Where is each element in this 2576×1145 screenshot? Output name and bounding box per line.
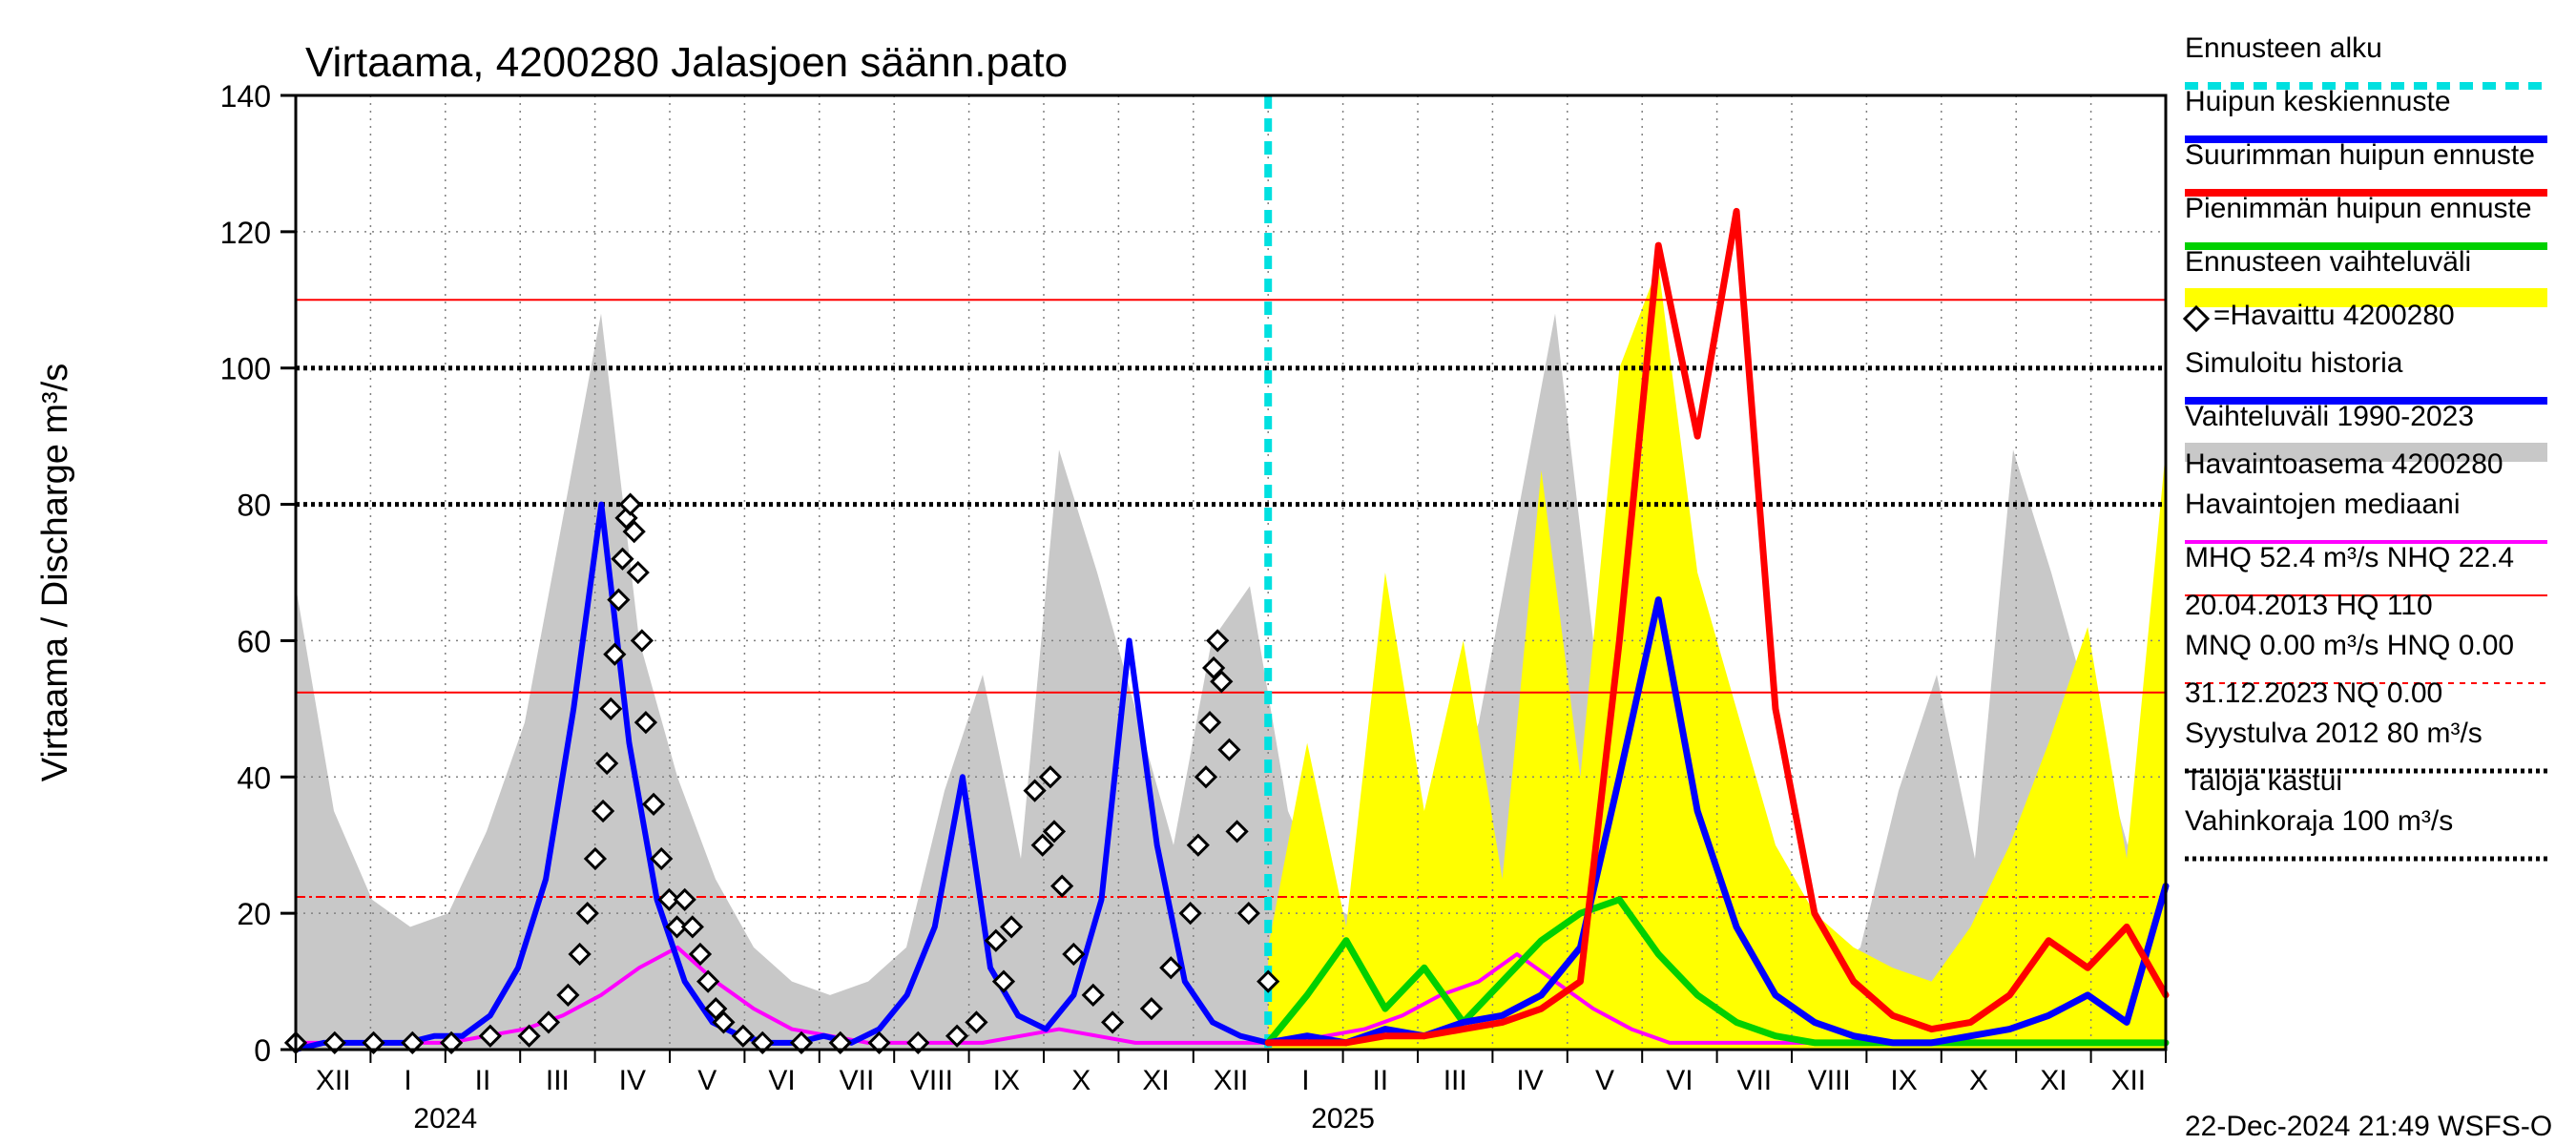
y-axis-label: Virtaama / Discharge m³/s — [35, 364, 75, 782]
x-month-label: IV — [1516, 1065, 1543, 1096]
x-month-label: X — [1969, 1065, 1988, 1096]
x-month-label: I — [404, 1065, 411, 1096]
x-year-label: 2024 — [413, 1103, 477, 1135]
x-month-label: VI — [768, 1065, 795, 1096]
x-month-label: XI — [1142, 1065, 1169, 1096]
legend-label: MHQ 52.4 m³/s NHQ 22.4 — [2185, 542, 2514, 573]
x-month-label: VI — [1666, 1065, 1693, 1096]
legend-label: MNQ 0.00 m³/s HNQ 0.00 — [2185, 630, 2514, 661]
legend-sublabel: 20.04.2013 HQ 110 — [2185, 590, 2433, 621]
x-month-label: IX — [993, 1065, 1020, 1096]
x-month-label: VIII — [910, 1065, 953, 1096]
x-month-label: XI — [2040, 1065, 2067, 1096]
legend-sublabel: Taloja kastui — [2185, 765, 2342, 797]
legend-label: Ennusteen alku — [2185, 32, 2382, 64]
x-month-label: II — [1372, 1065, 1388, 1096]
x-month-label: II — [475, 1065, 491, 1096]
footer-timestamp: 22-Dec-2024 21:49 WSFS-O — [2185, 1111, 2552, 1142]
y-tick-label: 40 — [237, 760, 271, 795]
x-month-label: III — [546, 1065, 570, 1096]
legend-label: Huipun keskiennuste — [2185, 86, 2451, 117]
discharge-chart: 020406080100120140XIIIIIIIIIVVVIVIIVIIII… — [0, 0, 2576, 1145]
x-month-label: VII — [840, 1065, 875, 1096]
x-month-label: VII — [1736, 1065, 1772, 1096]
x-month-label: XII — [1214, 1065, 1249, 1096]
x-month-label: I — [1301, 1065, 1309, 1096]
y-tick-label: 140 — [220, 79, 271, 114]
legend-label: Ennusteen vaihteluväli — [2185, 246, 2471, 278]
x-month-label: V — [1595, 1065, 1614, 1096]
legend-label: Syystulva 2012 80 m³/s — [2185, 718, 2483, 749]
legend-label: Vaihteluväli 1990-2023 — [2185, 401, 2474, 432]
y-tick-label: 100 — [220, 352, 271, 386]
legend-label: Havaintojen mediaani — [2185, 489, 2461, 520]
x-month-label: XII — [2110, 1065, 2146, 1096]
x-month-label: IV — [619, 1065, 646, 1096]
x-month-label: X — [1071, 1065, 1091, 1096]
legend-swatch-marker — [2185, 307, 2208, 330]
x-month-label: V — [697, 1065, 717, 1096]
legend-sublabel: 31.12.2023 NQ 0.00 — [2185, 677, 2442, 709]
y-tick-label: 120 — [220, 216, 271, 250]
legend-label: =Havaittu 4200280 — [2213, 300, 2455, 331]
x-month-label: III — [1444, 1065, 1467, 1096]
y-tick-label: 80 — [237, 489, 271, 523]
chart-title: Virtaama, 4200280 Jalasjoen säänn.pato — [305, 39, 1068, 86]
x-year-label: 2025 — [1311, 1103, 1375, 1135]
legend-label: Suurimman huipun ennuste — [2185, 139, 2535, 171]
y-tick-label: 60 — [237, 624, 271, 658]
y-tick-label: 20 — [237, 897, 271, 931]
legend-sublabel: Havaintoasema 4200280 — [2185, 448, 2503, 480]
y-tick-label: 0 — [254, 1033, 271, 1068]
x-month-label: IX — [1890, 1065, 1917, 1096]
x-month-label: XII — [316, 1065, 351, 1096]
legend-label: Pienimmän huipun ennuste — [2185, 193, 2532, 224]
legend-label: Vahinkoraja 100 m³/s — [2185, 805, 2453, 837]
x-month-label: VIII — [1808, 1065, 1851, 1096]
legend-label: Simuloitu historia — [2185, 347, 2403, 379]
